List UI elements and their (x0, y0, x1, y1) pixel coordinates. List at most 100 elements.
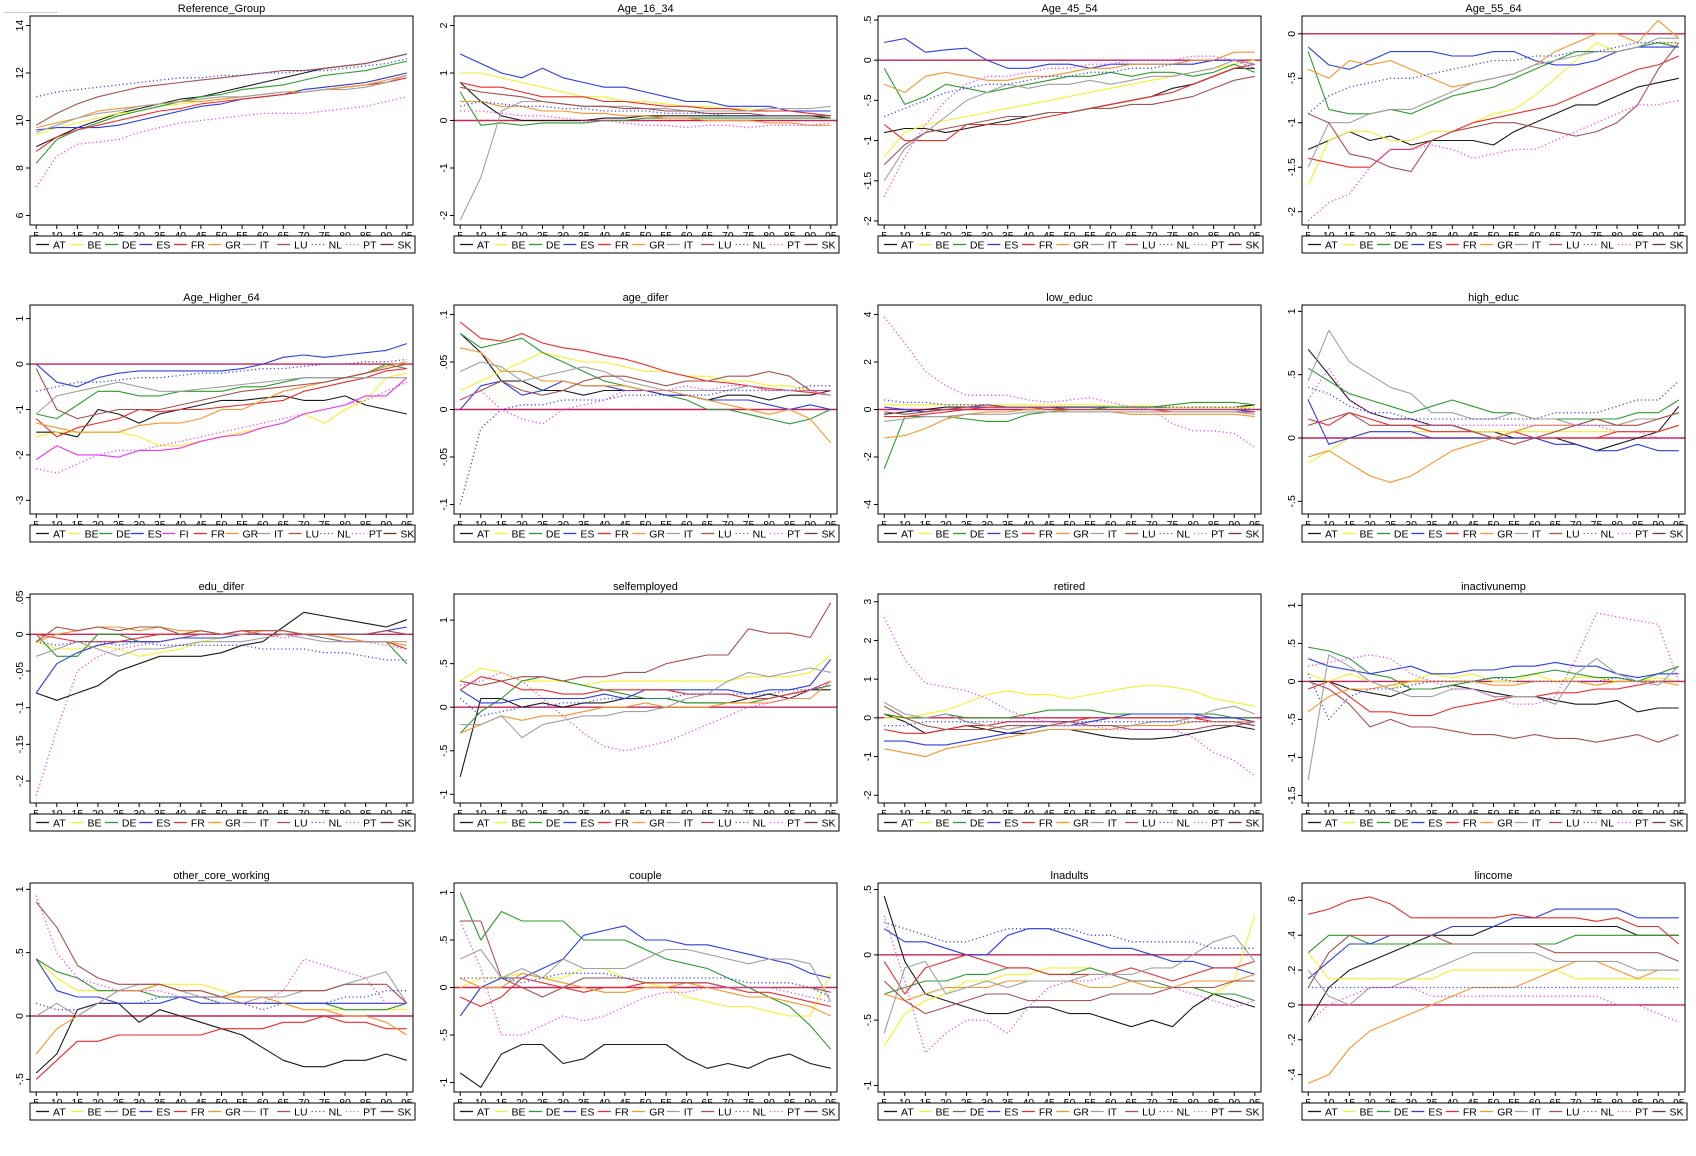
series-line-lu (1308, 412, 1679, 445)
series-group (35, 53, 407, 188)
y-tick-label: 12 (14, 67, 26, 79)
y-tick-label: .4 (1286, 931, 1298, 940)
legend-label-be: BE (511, 1106, 525, 1118)
series-line-pt (883, 316, 1256, 449)
legend-label-fr: FR (1463, 817, 1477, 829)
legend-label-be: BE (1359, 817, 1373, 829)
legend-label-sk: SK (1670, 817, 1684, 829)
legend-label-fr: FR (1463, 528, 1477, 540)
legend-label-gr: GR (1497, 239, 1513, 251)
series-group (35, 343, 408, 474)
chart-svg: high_educ5101520253035404550556065707580… (1286, 292, 1688, 543)
legend-label-lu: LU (1566, 817, 1579, 829)
legend-label-fr: FR (1039, 239, 1053, 251)
y-tick-label: -1 (862, 1081, 874, 1090)
legend-label-pt: PT (1211, 528, 1225, 540)
legend-label-lu: LU (1566, 528, 1579, 540)
plot-frame (29, 593, 414, 804)
series-line-fr (1308, 680, 1679, 717)
series-line-fr (459, 676, 832, 700)
legend-label-lu: LU (306, 528, 319, 540)
legend-label-gr: GR (243, 528, 259, 540)
y-tick-label: 0 (862, 57, 874, 63)
legend-label-es: ES (580, 528, 594, 540)
chart-svg: lincome510152025303540455055606570758085… (1286, 870, 1688, 1121)
chart-svg: lnadults51015202530354045505560657075808… (862, 870, 1264, 1121)
legend-label-nl: NL (1177, 1106, 1191, 1118)
legend-label-sk: SK (398, 239, 412, 251)
legend-label-es: ES (580, 817, 594, 829)
chart-panel: couple5101520253035404550556065707580859… (424, 867, 848, 1156)
y-tick-label: -.1 (438, 498, 450, 510)
chart-svg: age_difer5101520253035404550556065707580… (438, 292, 840, 543)
series-line-pt (459, 920, 831, 1036)
y-tick-label: -.5 (862, 94, 874, 106)
legend-label-it: IT (274, 528, 284, 540)
chart-title: couple (629, 870, 661, 882)
legend-label-sk: SK (1670, 528, 1684, 540)
legend-label-lu: LU (1566, 239, 1579, 251)
legend-label-it: IT (1108, 1106, 1118, 1118)
legend-label-lu: LU (1566, 1106, 1579, 1118)
y-tick-label: -3 (14, 496, 26, 505)
legend-label-at: AT (901, 1106, 914, 1118)
legend-label-gr: GR (649, 817, 665, 829)
series-line-at (1307, 77, 1679, 150)
series-line-nl (36, 58, 407, 98)
chart-svg: low_educ51015202530354045505560657075808… (862, 292, 1264, 543)
legend-label-es: ES (1004, 528, 1018, 540)
series-line-lu (884, 404, 1255, 415)
y-tick-label: -1.5 (862, 172, 874, 190)
legend-label-nl: NL (329, 239, 343, 251)
chart-panel: retired510152025303540455055606570758085… (848, 578, 1272, 867)
chart-title: age_difer (623, 292, 669, 304)
chart-svg: Reference_Group5101520253035404550556065… (14, 3, 416, 254)
series-line-lu (459, 370, 831, 401)
legend-label-be: BE (87, 817, 101, 829)
chart-panel: Age_16_345101520253035404550556065707580… (424, 0, 848, 289)
legend-label-fr: FR (615, 239, 629, 251)
chart-svg: couple5101520253035404550556065707580859… (438, 870, 840, 1121)
y-tick-label: .05 (14, 590, 26, 605)
y-tick-label: -2 (862, 790, 874, 799)
legend-label-gr: GR (1073, 1106, 1089, 1118)
series-line-nl (459, 385, 831, 505)
legend-label-it: IT (1532, 1106, 1542, 1118)
legend-label-gr: GR (225, 1106, 241, 1118)
legend-label-at: AT (477, 528, 490, 540)
series-line-lu (35, 901, 408, 1004)
chart-panel: Age_45_545101520253035404550556065707580… (848, 0, 1272, 289)
series-line-pt (35, 633, 407, 796)
y-tick-label: 1 (1286, 602, 1298, 608)
y-tick-label: -1 (1286, 118, 1298, 127)
series-line-at (35, 53, 407, 148)
legend-label-at: AT (1325, 817, 1338, 829)
legend-label-sk: SK (1670, 1106, 1684, 1118)
legend-label-gr: GR (1073, 817, 1089, 829)
series-line-be (1307, 424, 1679, 464)
y-tick-label: -1 (438, 1078, 450, 1087)
chart-title: Age_16_34 (617, 3, 673, 15)
y-tick-label: -.5 (438, 744, 450, 756)
series-line-nl (1308, 380, 1680, 420)
series-line-fr (883, 63, 1255, 142)
series-line-be (1307, 952, 1679, 980)
series-line-at (1308, 680, 1679, 713)
chart-svg: retired510152025303540455055606570758085… (862, 581, 1264, 832)
legend-label-it: IT (684, 239, 694, 251)
legend-label-nl: NL (1177, 528, 1191, 540)
legend-label-lu: LU (718, 817, 731, 829)
legend-label-pt: PT (363, 817, 377, 829)
series-line-it (883, 934, 1256, 1034)
y-tick-label: 1 (438, 889, 450, 895)
legend-label-pt: PT (363, 239, 377, 251)
series-line-be (459, 351, 831, 392)
y-tick-label: 0 (1286, 31, 1298, 37)
series-line-at (1307, 348, 1680, 452)
y-tick-label: 0 (438, 704, 450, 710)
legend-label-lu: LU (294, 817, 307, 829)
legend-box (453, 1102, 840, 1121)
chart-panel: selfemployed5101520253035404550556065707… (424, 578, 848, 867)
y-tick-label: -4 (862, 500, 874, 509)
legend-label-fr: FR (1039, 1106, 1053, 1118)
